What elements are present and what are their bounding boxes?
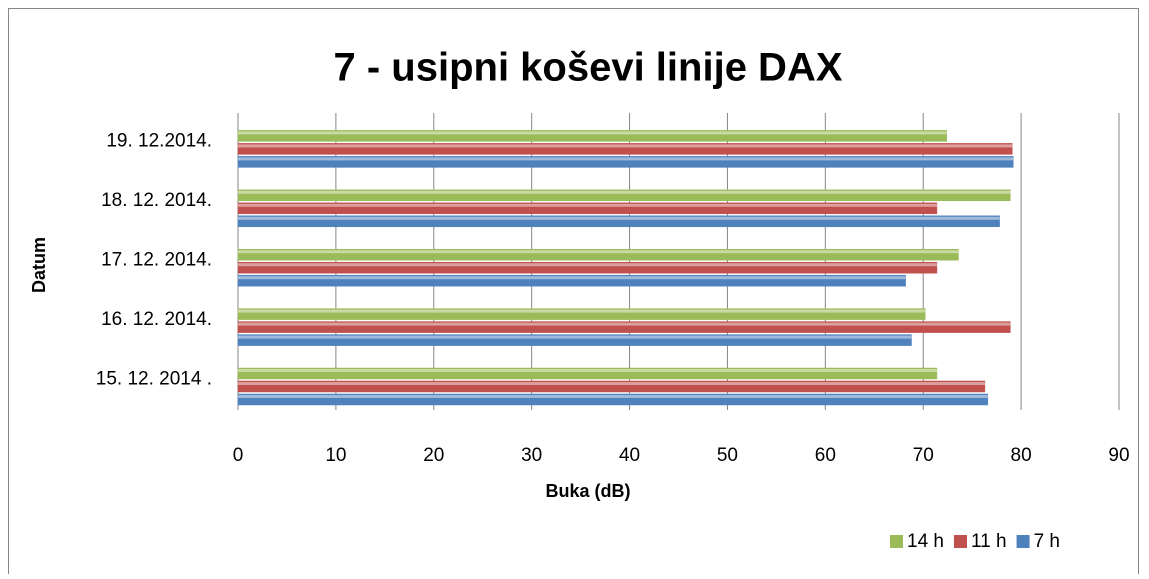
bar bbox=[237, 130, 947, 142]
legend-swatch bbox=[890, 535, 903, 548]
bar-highlight bbox=[238, 395, 988, 398]
y-tick-label: 15. 12. 2014 . bbox=[96, 368, 212, 389]
x-tick-label: 50 bbox=[717, 445, 738, 466]
bar-highlight bbox=[238, 131, 947, 135]
x-tick-label: 20 bbox=[423, 445, 444, 466]
x-tick-label: 0 bbox=[233, 445, 244, 466]
legend-label: 14 h bbox=[907, 531, 944, 552]
bar bbox=[237, 308, 926, 320]
bar bbox=[237, 189, 1011, 202]
bar-highlight bbox=[238, 322, 1011, 326]
bar-highlight bbox=[238, 157, 1014, 161]
bar-highlight bbox=[238, 216, 1000, 220]
bar bbox=[237, 143, 1013, 155]
legend-label: 11 h bbox=[971, 531, 1007, 552]
x-tick-label: 40 bbox=[619, 445, 640, 466]
bar bbox=[237, 393, 989, 406]
bar bbox=[237, 274, 906, 287]
bar-highlight bbox=[238, 190, 1011, 194]
legend-label: 7 h bbox=[1034, 531, 1060, 552]
bar-highlight bbox=[238, 144, 1013, 148]
bar-highlight bbox=[238, 276, 906, 280]
bar-highlight bbox=[238, 382, 985, 385]
x-tick-label: 90 bbox=[1108, 445, 1129, 466]
x-tick-label: 30 bbox=[521, 445, 542, 466]
y-tick-label: 16. 12. 2014. bbox=[101, 309, 212, 330]
bar-highlight bbox=[238, 203, 937, 207]
y-axis-title: Datum bbox=[29, 237, 49, 293]
bar bbox=[237, 156, 1014, 168]
x-tick-label: 10 bbox=[325, 445, 346, 466]
bar-highlight bbox=[238, 369, 937, 372]
bar bbox=[237, 261, 938, 274]
chart-frame bbox=[8, 8, 1139, 579]
bar bbox=[237, 202, 938, 215]
bar bbox=[237, 367, 938, 380]
chart-title: 7 - usipni koševi linije DAX bbox=[333, 46, 842, 90]
bar-highlight bbox=[238, 309, 926, 313]
y-tick-label: 18. 12. 2014. bbox=[101, 190, 212, 211]
y-tick-label: 17. 12. 2014. bbox=[101, 250, 212, 271]
legend-swatch bbox=[953, 535, 967, 548]
bar bbox=[237, 380, 986, 393]
legend-swatch bbox=[1016, 535, 1030, 548]
bar bbox=[237, 215, 1000, 228]
y-tick-label: 19. 12.2014. bbox=[106, 131, 212, 152]
bar-highlight bbox=[238, 250, 959, 254]
x-tick-label: 80 bbox=[1011, 445, 1032, 466]
bar-highlight bbox=[238, 263, 937, 267]
x-tick-label: 60 bbox=[815, 445, 836, 466]
x-axis-title: Buka (dB) bbox=[546, 481, 631, 501]
bar bbox=[237, 321, 1011, 333]
bar bbox=[237, 334, 912, 346]
bar-highlight bbox=[238, 335, 912, 339]
bar bbox=[237, 248, 959, 261]
x-tick-label: 70 bbox=[913, 445, 934, 466]
